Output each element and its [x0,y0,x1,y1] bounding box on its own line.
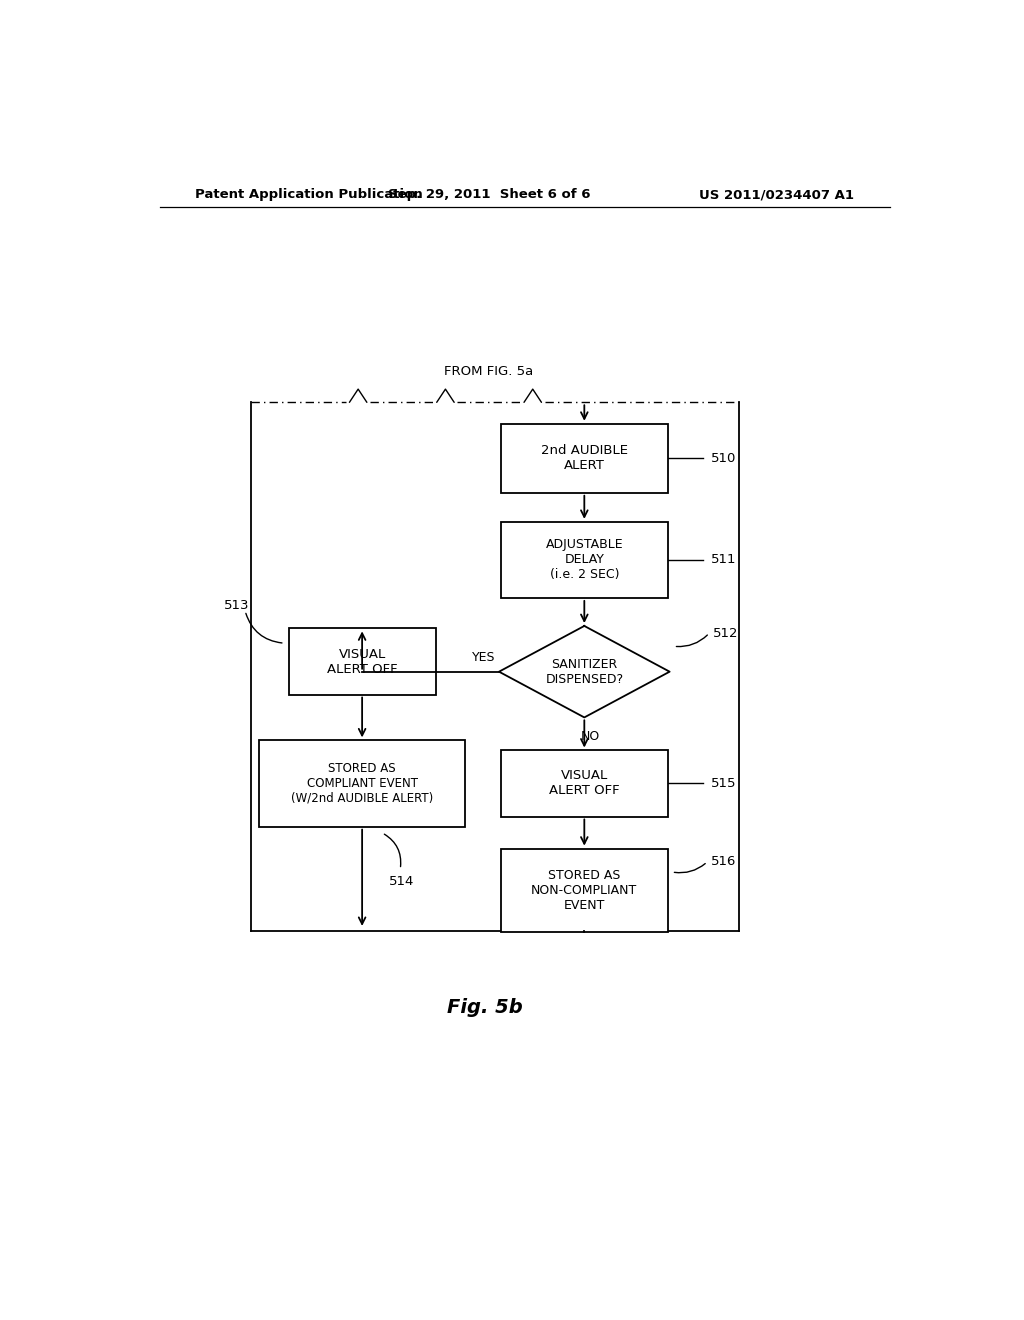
Text: US 2011/0234407 A1: US 2011/0234407 A1 [699,189,854,202]
Text: 516: 516 [712,855,736,869]
Bar [501,751,668,817]
Bar [501,849,668,932]
Polygon shape [499,626,670,718]
Bar [501,521,668,598]
Text: VISUAL
ALERT OFF: VISUAL ALERT OFF [327,648,397,676]
Text: Patent Application Publication: Patent Application Publication [196,189,423,202]
Text: 513: 513 [224,599,250,612]
Text: 512: 512 [714,627,738,640]
Text: YES: YES [471,651,495,664]
Text: 510: 510 [712,451,736,465]
Bar [259,741,465,826]
Text: FROM FIG. 5a: FROM FIG. 5a [444,366,534,379]
Text: Sep. 29, 2011  Sheet 6 of 6: Sep. 29, 2011 Sheet 6 of 6 [388,189,591,202]
Text: Fig. 5b: Fig. 5b [447,998,523,1016]
Bar [289,628,435,694]
Text: VISUAL
ALERT OFF: VISUAL ALERT OFF [549,770,620,797]
Text: STORED AS
COMPLIANT EVENT
(W/2nd AUDIBLE ALERT): STORED AS COMPLIANT EVENT (W/2nd AUDIBLE… [291,762,433,805]
Text: 515: 515 [712,777,737,789]
Text: 511: 511 [712,553,737,566]
Text: SANITIZER
DISPENSED?: SANITIZER DISPENSED? [545,657,624,685]
Text: ADJUSTABLE
DELAY
(i.e. 2 SEC): ADJUSTABLE DELAY (i.e. 2 SEC) [546,539,624,581]
Text: 514: 514 [389,875,415,888]
Text: STORED AS
NON-COMPLIANT
EVENT: STORED AS NON-COMPLIANT EVENT [531,869,638,912]
Bar [501,424,668,492]
Text: 2nd AUDIBLE
ALERT: 2nd AUDIBLE ALERT [541,445,628,473]
Text: NO: NO [581,730,600,743]
